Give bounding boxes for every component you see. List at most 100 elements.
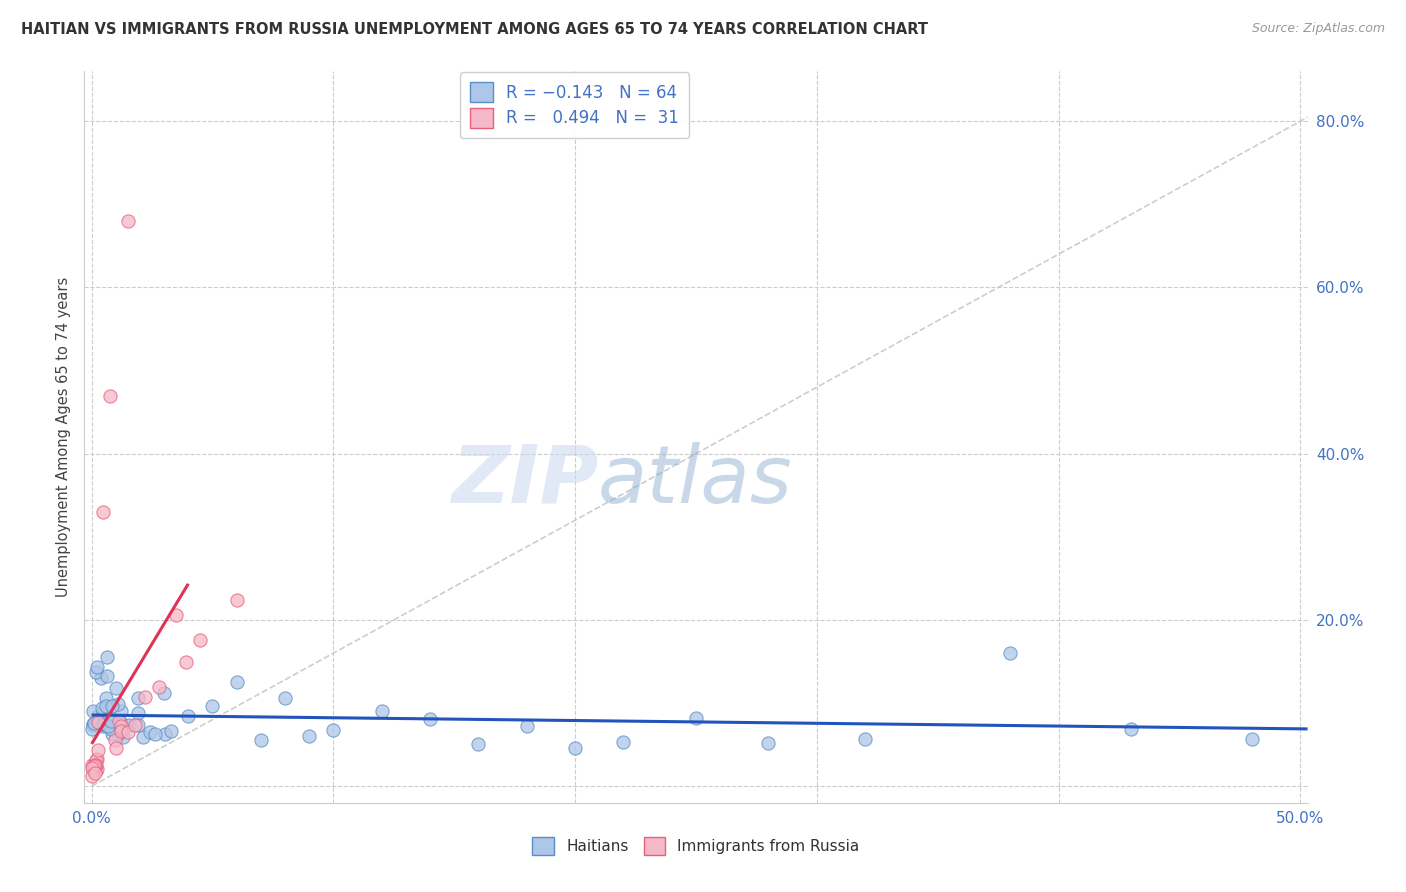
Point <box>110 716 132 731</box>
Point <box>96 669 118 683</box>
Point <box>101 723 124 737</box>
Point <box>100 698 122 713</box>
Point <box>101 727 124 741</box>
Point <box>155 727 177 741</box>
Point <box>94 691 117 706</box>
Point <box>1119 722 1142 736</box>
Point <box>100 722 122 736</box>
Point <box>467 737 489 751</box>
Point <box>87 714 110 729</box>
Point <box>83 766 105 780</box>
Point <box>103 719 125 733</box>
Point <box>82 758 104 772</box>
Point <box>138 725 160 739</box>
Point <box>112 730 135 744</box>
Point <box>90 671 112 685</box>
Point <box>94 714 117 729</box>
Point <box>107 697 129 711</box>
Point <box>104 733 127 747</box>
Point <box>82 718 104 732</box>
Point <box>94 698 117 713</box>
Point <box>612 735 634 749</box>
Point <box>84 665 107 679</box>
Point <box>108 722 131 736</box>
Point <box>370 704 392 718</box>
Point <box>1240 731 1263 746</box>
Point <box>83 716 105 731</box>
Point <box>83 759 105 773</box>
Point <box>86 660 108 674</box>
Point <box>176 656 198 670</box>
Point <box>93 716 115 731</box>
Point <box>108 714 131 728</box>
Point <box>117 724 139 739</box>
Point <box>853 731 876 746</box>
Point <box>117 718 139 732</box>
Point <box>82 722 104 736</box>
Point <box>84 753 107 767</box>
Point <box>97 718 120 732</box>
Point <box>82 769 104 783</box>
Point <box>148 680 170 694</box>
Point <box>104 741 127 756</box>
Point <box>110 724 132 739</box>
Point <box>86 752 108 766</box>
Point <box>685 711 707 725</box>
Point <box>124 718 146 732</box>
Point <box>100 714 122 729</box>
Point <box>110 719 132 733</box>
Point <box>127 691 149 706</box>
Point <box>107 727 129 741</box>
Text: atlas: atlas <box>598 442 793 520</box>
Point <box>1000 646 1022 660</box>
Point <box>190 633 212 648</box>
Point <box>758 736 780 750</box>
Point <box>91 718 114 732</box>
Point <box>322 723 344 737</box>
Text: HAITIAN VS IMMIGRANTS FROM RUSSIA UNEMPLOYMENT AMONG AGES 65 TO 74 YEARS CORRELA: HAITIAN VS IMMIGRANTS FROM RUSSIA UNEMPL… <box>21 22 928 37</box>
Point <box>274 691 297 706</box>
Point <box>86 762 108 776</box>
Point <box>86 708 108 723</box>
Point <box>159 724 181 739</box>
Point <box>84 764 107 778</box>
Point <box>564 741 586 756</box>
Point <box>91 706 114 720</box>
Point <box>201 699 224 714</box>
Point <box>225 592 247 607</box>
Point <box>84 758 107 772</box>
Point <box>82 716 104 731</box>
Point <box>98 711 121 725</box>
Point <box>419 712 441 726</box>
Point <box>105 681 128 695</box>
Point <box>132 730 155 744</box>
Point <box>91 505 114 519</box>
Point <box>117 214 139 228</box>
Point <box>143 727 166 741</box>
Point <box>87 714 110 728</box>
Point <box>250 733 273 747</box>
Point <box>127 718 149 732</box>
Text: ZIP: ZIP <box>451 442 598 520</box>
Y-axis label: Unemployment Among Ages 65 to 74 years: Unemployment Among Ages 65 to 74 years <box>56 277 72 598</box>
Point <box>177 708 200 723</box>
Point <box>90 701 112 715</box>
Point <box>84 758 107 772</box>
Point <box>94 718 117 732</box>
Point <box>298 729 321 743</box>
Point <box>82 704 104 718</box>
Point <box>134 690 156 704</box>
Point <box>82 763 104 777</box>
Text: Source: ZipAtlas.com: Source: ZipAtlas.com <box>1251 22 1385 36</box>
Point <box>153 686 176 700</box>
Legend: Haitians, Immigrants from Russia: Haitians, Immigrants from Russia <box>526 831 866 861</box>
Point <box>98 388 121 402</box>
Point <box>127 706 149 720</box>
Point <box>87 743 110 757</box>
Point <box>225 675 247 690</box>
Point <box>516 719 538 733</box>
Point <box>82 761 104 775</box>
Point <box>110 704 132 718</box>
Point <box>165 607 187 622</box>
Point <box>96 650 118 665</box>
